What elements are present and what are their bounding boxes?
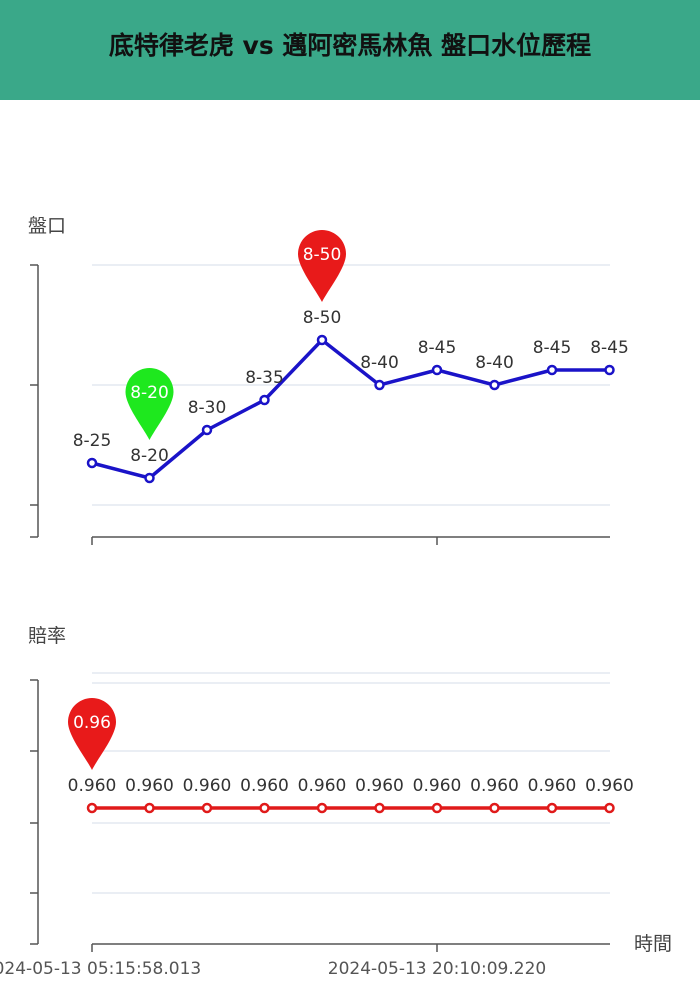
odds-marker-pin-shape (68, 698, 116, 770)
handicap-marker-pin-shape (298, 230, 346, 302)
x-tick-label-start: 2024-05-13 05:15:58.013 (0, 959, 201, 979)
handicap-marker-pin: 8-20 (125, 368, 174, 440)
handicap-data-label: 8-40 (475, 353, 514, 373)
odds-point (316, 802, 328, 814)
odds-data-label: 0.960 (355, 776, 404, 796)
odds-data-label: 0.960 (68, 776, 117, 796)
odds-point (144, 802, 155, 814)
handicap-point (316, 334, 328, 346)
odds-data-label: 0.960 (183, 776, 232, 796)
handicap-point (604, 364, 615, 376)
handicap-axis-title: 盤口 (28, 215, 66, 237)
odds-data-label: 0.960 (125, 776, 174, 796)
handicap-point (144, 472, 155, 484)
handicap-marker-pin-text: 8-50 (303, 245, 342, 265)
odds-data-label: 0.960 (298, 776, 347, 796)
handicap-point (374, 379, 385, 391)
handicap-data-label: 8-45 (418, 338, 457, 358)
handicap-series-line (91, 338, 610, 480)
odds-point (489, 802, 500, 814)
handicap-data-label: 8-30 (188, 398, 227, 418)
handicap-point (201, 424, 213, 436)
handicap-point (489, 379, 500, 391)
odds-data-label: 0.960 (585, 776, 634, 796)
page-title: 底特律老虎 vs 邁阿密馬林魚 盤口水位歷程 (108, 31, 592, 60)
odds-data-label: 0.960 (240, 776, 289, 796)
page-header: 底特律老虎 vs 邁阿密馬林魚 盤口水位歷程 (0, 0, 700, 100)
odds-marker-pin-text: 0.96 (73, 713, 111, 733)
odds-point (86, 802, 98, 814)
x-tick-label-end: 2024-05-13 20:10:09.220 (328, 959, 546, 979)
handicap-marker-pin: 8-50 (298, 230, 346, 302)
odds-point (546, 802, 558, 814)
handicap-point (86, 457, 98, 469)
handicap-data-label: 8-40 (360, 353, 399, 373)
odds-data-label: 0.960 (470, 776, 519, 796)
handicap-data-label: 8-45 (590, 338, 629, 358)
odds-point (201, 802, 213, 814)
handicap-marker-pin-shape (125, 368, 174, 440)
odds-marker-pin: 0.96 (68, 698, 116, 770)
handicap-point (546, 364, 558, 376)
handicap-marker-pin-text: 8-20 (130, 383, 169, 403)
odds-data-label: 0.960 (413, 776, 462, 796)
handicap-point (431, 364, 443, 376)
handicap-data-label: 8-20 (130, 446, 169, 466)
handicap-data-label: 8-35 (245, 368, 284, 388)
odds-point (604, 802, 615, 814)
handicap-data-label: 8-25 (73, 431, 112, 451)
odds-data-label: 0.960 (528, 776, 577, 796)
odds-point (259, 802, 270, 814)
handicap-data-label: 8-50 (303, 308, 342, 328)
odds-axis-title: 賠率 (28, 625, 66, 647)
handicap-data-label: 8-45 (533, 338, 572, 358)
odds-point (431, 802, 443, 814)
handicap-point (259, 394, 270, 406)
odds-point (374, 802, 385, 814)
time-axis-title: 時間 (634, 933, 672, 955)
